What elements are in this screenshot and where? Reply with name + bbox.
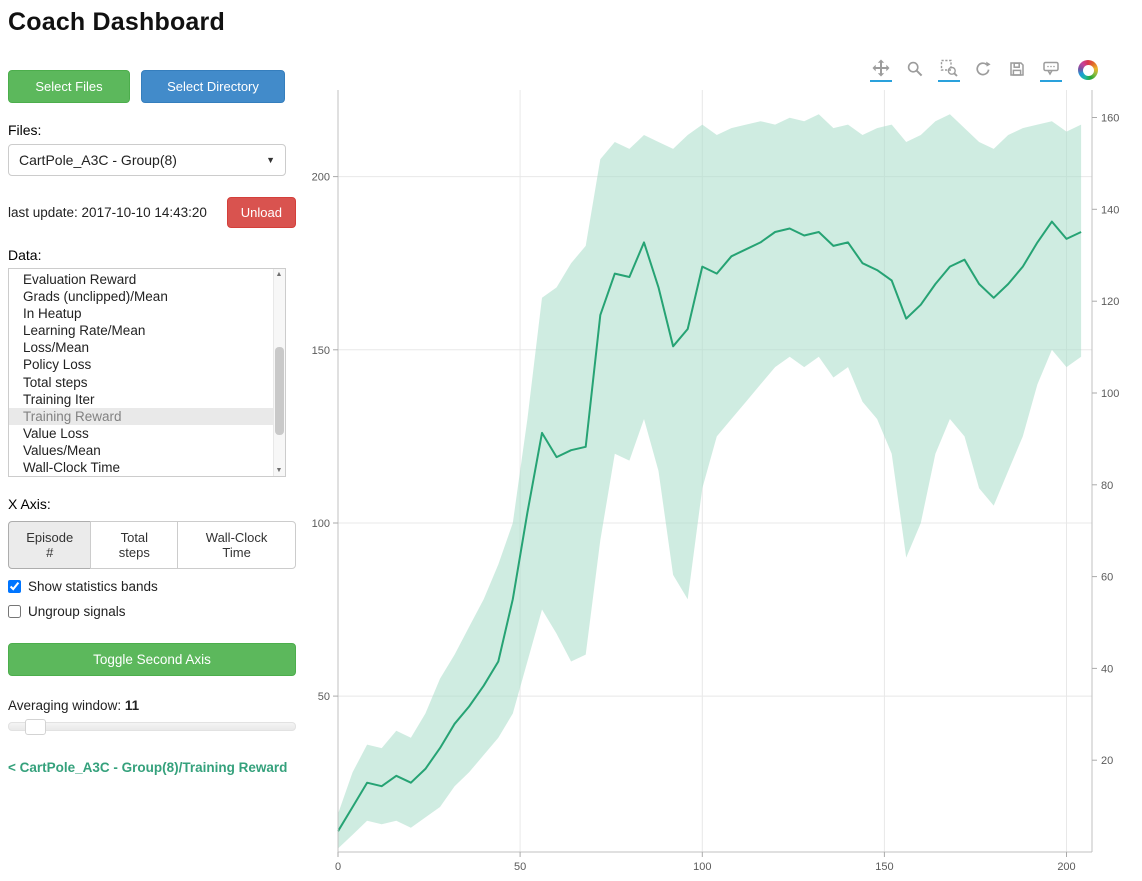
svg-text:150: 150 [875, 861, 893, 873]
x-axis-group: Episode # Total steps Wall-Clock Time [8, 521, 297, 569]
ungroup-checkbox[interactable] [8, 605, 21, 618]
file-buttons-row: Select Files Select Directory [8, 70, 296, 103]
data-list-item[interactable]: Total steps [23, 374, 88, 390]
zoom-in-icon[interactable] [904, 58, 926, 82]
data-list-item[interactable]: Value Loss [23, 425, 89, 441]
box-zoom-icon[interactable] [938, 58, 960, 82]
ungroup-label: Ungroup signals [28, 604, 126, 619]
scroll-up-icon[interactable]: ▲ [275, 271, 283, 278]
bokeh-logo-hole [1082, 64, 1094, 76]
svg-text:50: 50 [318, 691, 330, 703]
averaging-value: 11 [124, 698, 140, 713]
data-list-items: Evaluation Reward Grads (unclipped)/Mean I… [9, 271, 285, 476]
svg-text:200: 200 [312, 172, 330, 184]
x-axis-option-button[interactable]: Total steps [90, 521, 179, 569]
svg-text:200: 200 [1057, 861, 1075, 873]
svg-text:40: 40 [1101, 663, 1113, 675]
svg-text:100: 100 [693, 861, 711, 873]
data-label: Data: [8, 247, 42, 263]
show-bands-row: Show statistics bands [8, 579, 296, 594]
svg-text:120: 120 [1101, 296, 1119, 308]
hover-icon[interactable] [1040, 58, 1062, 82]
svg-text:100: 100 [1101, 388, 1119, 400]
last-update-row: last update: 2017-10-10 14:43:20 Unload [8, 197, 296, 228]
svg-text:0: 0 [335, 861, 341, 873]
averaging-label: Averaging window: [8, 698, 122, 713]
svg-text:160: 160 [1101, 113, 1119, 125]
show-bands-checkbox[interactable] [8, 580, 21, 593]
ungroup-row: Ungroup signals [8, 604, 296, 619]
svg-text:150: 150 [312, 345, 330, 357]
svg-text:80: 80 [1101, 480, 1113, 492]
bokeh-logo-icon[interactable] [1078, 60, 1098, 80]
slider-handle[interactable] [25, 719, 46, 735]
scrollbar-thumb[interactable] [275, 347, 284, 435]
x-axis-option-button[interactable]: Episode # [8, 521, 92, 569]
files-select-value: CartPole_A3C - Group(8) [19, 152, 177, 168]
svg-text:60: 60 [1101, 572, 1113, 584]
save-icon[interactable] [1006, 58, 1028, 82]
data-list-item[interactable]: Wall-Clock Time [23, 460, 121, 476]
data-list-item[interactable]: Learning Rate/Mean [23, 323, 146, 339]
reset-icon[interactable] [972, 58, 994, 82]
select-files-button[interactable]: Select Files [8, 70, 130, 103]
toggle-second-axis-button[interactable]: Toggle Second Axis [8, 643, 296, 676]
files-select[interactable]: CartPole_A3C - Group(8) ▼ [8, 144, 286, 176]
listbox-scrollbar[interactable]: ▲ ▼ [273, 269, 285, 476]
data-list-item[interactable]: Loss/Mean [23, 340, 90, 356]
scroll-down-icon[interactable]: ▼ [275, 467, 283, 474]
last-update-text: last update: 2017-10-10 14:43:20 [8, 205, 207, 220]
data-list-item[interactable]: Training Reward [9, 407, 273, 425]
averaging-slider[interactable] [8, 719, 296, 735]
data-listbox[interactable]: Evaluation Reward Grads (unclipped)/Mean I… [8, 268, 286, 477]
data-list-item[interactable]: Evaluation Reward [23, 272, 137, 287]
svg-text:100: 100 [312, 518, 330, 530]
averaging-window-row: Averaging window: 11 [8, 698, 296, 713]
files-label: Files: [8, 122, 42, 138]
pan-icon[interactable] [870, 58, 892, 82]
data-list-item[interactable]: In Heatup [23, 306, 82, 322]
select-directory-button[interactable]: Select Directory [141, 70, 285, 103]
show-bands-label: Show statistics bands [28, 579, 158, 594]
x-axis-option-button[interactable]: Wall-Clock Time [177, 521, 297, 569]
svg-text:50: 50 [514, 861, 526, 873]
bokeh-toolbar [870, 58, 1098, 82]
chart-panel: 50 100 150 200 20 40 60 80 100 120 140 160 0 50 100 150… [298, 46, 1142, 881]
svg-text:140: 140 [1101, 204, 1119, 216]
data-list-item[interactable]: Policy Loss [23, 357, 92, 373]
data-list-item[interactable]: Grads (unclipped)/Mean [23, 289, 168, 305]
select-caret-icon: ▼ [266, 155, 275, 165]
training-reward-chart[interactable]: 50 100 150 200 20 40 60 80 100 120 140 160 0 50 100 150… [298, 80, 1138, 880]
data-list-item[interactable]: Training Iter [23, 391, 95, 407]
data-list-item[interactable]: Values/Mean [23, 442, 101, 458]
breadcrumb[interactable]: < CartPole_A3C - Group(8)/Training Rewar… [8, 760, 288, 775]
page-title: Coach Dashboard [8, 8, 225, 36]
svg-text:20: 20 [1101, 755, 1113, 767]
sidebar: Select Files Select Directory Files: Car… [8, 70, 297, 775]
unload-button[interactable]: Unload [226, 197, 296, 228]
x-axis-label: X Axis: [8, 496, 51, 512]
